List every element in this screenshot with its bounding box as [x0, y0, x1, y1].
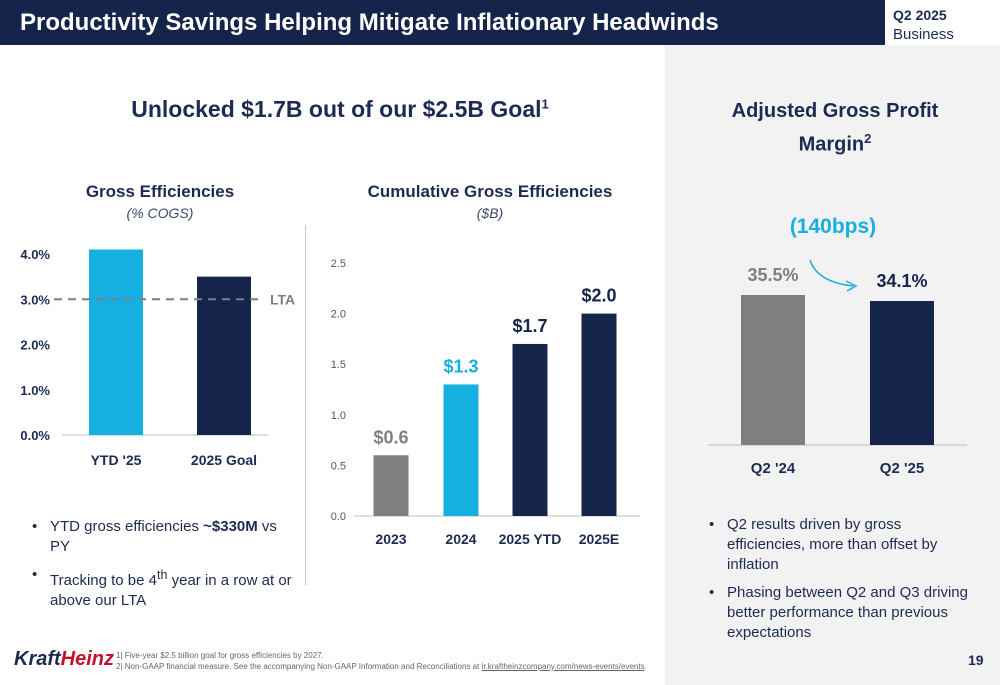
- title-bar: Productivity Savings Helping Mitigate In…: [0, 0, 885, 45]
- y-tick-label: 0.0: [331, 511, 346, 523]
- bullet-text: YTD gross efficiencies: [50, 518, 204, 535]
- data-label: 34.1%: [876, 271, 927, 291]
- bar-2024: [443, 384, 479, 516]
- gross-efficiencies-chart: 0.0% 1.0% 2.0% 3.0% 4.0% YTD '25 2025 Goal LTA: [20, 247, 295, 468]
- page-number: 19: [968, 652, 984, 668]
- badge-quarter: Q2 2025: [893, 7, 947, 23]
- y-tick-label: 1.5: [331, 359, 346, 371]
- bullet-text: vs PY: [50, 518, 277, 555]
- footnotes: 1| Five-year $2.5 billion goal for gross…: [116, 650, 647, 672]
- left-bullet-1: YTD gross efficiencies ~$330M vs PY: [28, 517, 298, 557]
- x-tick-label: 2023: [375, 531, 406, 547]
- main-heading-footnote: 1: [541, 96, 549, 112]
- footnote-1: 1| Five-year $2.5 billion goal for gross…: [116, 651, 324, 660]
- x-tick-label: Q2 '24: [751, 460, 796, 477]
- arrow-head-icon: [845, 280, 858, 292]
- gross-profit-title: Adjusted Gross Profit Margin2: [700, 97, 970, 159]
- y-tick-label: 1.0: [331, 410, 346, 422]
- y-tick-label: 2.0: [331, 309, 346, 321]
- gross-efficiencies-title: Gross Efficiencies: [85, 182, 235, 201]
- cumulative-efficiencies-chart: 0.0 0.5 1.0 1.5 2.0 2.5 $0.6 2023 $1.3 2024 $1.7 20…: [331, 258, 640, 547]
- x-tick-label: 2025E: [579, 531, 619, 547]
- chart-divider: [305, 225, 306, 585]
- bullet-text: year in a row at or above our LTA: [50, 572, 292, 609]
- gross-profit-footnote: 2: [864, 131, 872, 146]
- data-label: $0.6: [373, 427, 408, 447]
- footnote-2: 2| Non-GAAP financial measure. See the a…: [116, 661, 647, 672]
- bar-2025e: [581, 313, 617, 516]
- bar-2023: [373, 455, 409, 516]
- bullet-highlight: ~$330M: [203, 518, 258, 535]
- right-bullet-list: Q2 results driven by gross efficiencies,…: [705, 515, 975, 651]
- gross-profit-title-line1: Adjusted Gross Profit: [731, 100, 939, 122]
- bar-q2-25: [870, 301, 934, 445]
- x-tick-label: 2025 YTD: [499, 531, 562, 547]
- left-bullet-list: YTD gross efficiencies ~$330M vs PY Trac…: [28, 517, 298, 619]
- gross-profit-chart: 35.5% Q2 '24 34.1% Q2 '25 (140bps): [708, 215, 967, 477]
- logo-kraft: Kraft: [14, 648, 61, 670]
- y-tick-label: 2.0%: [20, 338, 50, 353]
- bps-change-annotation: (140bps): [790, 215, 876, 238]
- y-tick-label: 0.5: [331, 460, 346, 472]
- bar-q2-24: [741, 295, 805, 445]
- y-tick-label: 1.0%: [20, 383, 50, 398]
- page-title: Productivity Savings Helping Mitigate In…: [20, 9, 719, 36]
- footnote-2-text: 2| Non-GAAP financial measure. See the a…: [116, 662, 482, 671]
- kraft-heinz-logo: KraftHeinz: [14, 648, 114, 671]
- data-label: $1.7: [512, 316, 547, 336]
- right-bullet-2: Phasing between Q2 and Q3 driving better…: [705, 583, 975, 643]
- x-tick-label: 2025 Goal: [191, 452, 257, 468]
- right-bullet-1: Q2 results driven by gross efficiencies,…: [705, 515, 975, 575]
- x-tick-label: 2024: [445, 531, 476, 547]
- right-panel: [665, 45, 1000, 685]
- left-bullet-2: Tracking to be 4th year in a row at or a…: [28, 565, 298, 611]
- y-tick-label: 0.0%: [20, 428, 50, 443]
- x-tick-label: YTD '25: [91, 452, 142, 468]
- cumulative-efficiencies-subtitle: ($B): [476, 205, 504, 221]
- gross-profit-title-line2: Margin: [798, 133, 865, 156]
- y-tick-label: 4.0%: [20, 247, 50, 262]
- cumulative-efficiencies-title: Cumulative Gross Efficiencies: [367, 182, 613, 201]
- data-label: $1.3: [443, 356, 478, 376]
- business-update-badge: Q2 2025 Business Update: [885, 0, 1000, 60]
- x-tick-label: Q2 '25: [880, 460, 924, 477]
- bar-2025-ytd: [512, 343, 548, 516]
- main-heading-text: Unlocked $1.7B out of our $2.5B Goal: [131, 96, 542, 122]
- data-label: $2.0: [581, 286, 616, 306]
- y-tick-label: 2.5: [331, 258, 346, 270]
- footnote-2-end: .: [644, 662, 647, 671]
- gross-efficiencies-subtitle: (% COGS): [126, 205, 194, 221]
- annotation-arrow: [809, 259, 854, 287]
- header: Productivity Savings Helping Mitigate In…: [0, 0, 1000, 60]
- main-heading: Unlocked $1.7B out of our $2.5B Goal1: [60, 96, 620, 123]
- y-tick-label: 3.0%: [20, 292, 50, 307]
- logo-heinz: Heinz: [60, 648, 115, 670]
- bar-2025-goal: [197, 276, 251, 435]
- lta-label: LTA: [270, 291, 295, 307]
- bar-ytd-25: [89, 249, 143, 435]
- bullet-superscript: th: [157, 568, 168, 582]
- data-label: 35.5%: [747, 265, 798, 285]
- bullet-text: Tracking to be 4: [50, 572, 157, 589]
- investor-relations-link[interactable]: ir.kraftheinzcompany.com/news-events/eve…: [481, 662, 645, 671]
